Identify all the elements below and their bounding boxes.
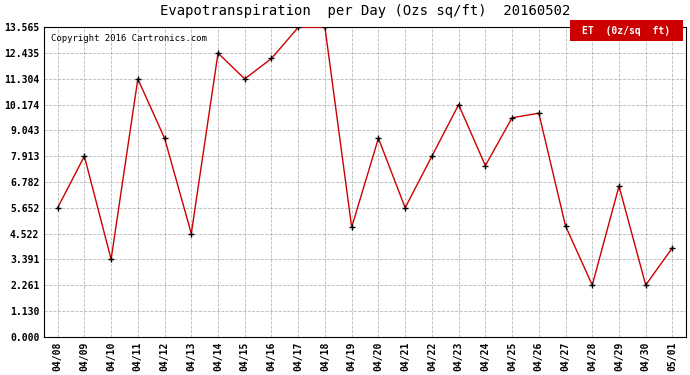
Text: Copyright 2016 Cartronics.com: Copyright 2016 Cartronics.com [50,33,206,42]
Title: Evapotranspiration  per Day (Ozs sq/ft)  20160502: Evapotranspiration per Day (Ozs sq/ft) 2… [160,4,570,18]
